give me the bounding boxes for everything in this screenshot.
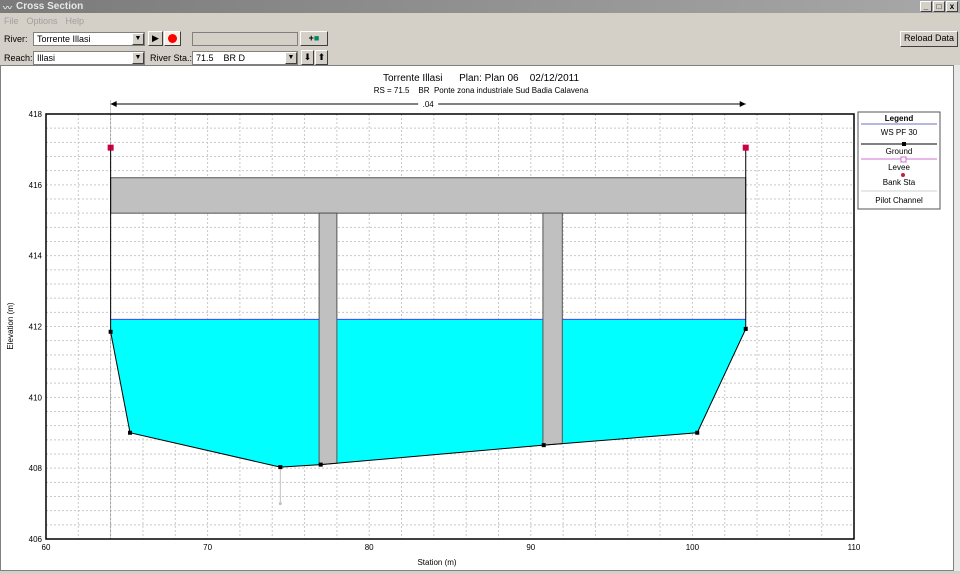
legend-item-bank-sta: Bank Sta: [883, 178, 916, 187]
bridge-deck: [110, 177, 747, 214]
river-label: River:: [4, 34, 28, 44]
add-icon: +: [308, 33, 314, 43]
river-sta-select[interactable]: 71.5 BR D ▼: [192, 51, 298, 65]
x-tick-label: 60: [42, 543, 51, 552]
river-sta-label: River Sta.:: [150, 53, 193, 63]
plot-panel: Torrente Illasi Plan: Plan 06 02/12/2011…: [0, 65, 954, 571]
menu-help[interactable]: Help: [65, 16, 85, 26]
ground-point: [541, 443, 546, 448]
y-tick-label: 408: [29, 464, 43, 473]
record-icon: [168, 34, 177, 43]
river-sta-value: 71.5 BR D: [196, 53, 246, 63]
ground-point: [743, 326, 748, 331]
next-station-button[interactable]: ⬆: [315, 50, 328, 65]
ground-point: [318, 462, 323, 467]
y-tick-label: 414: [29, 252, 43, 261]
y-tick-label: 406: [29, 535, 43, 544]
arrow-left-icon: [110, 101, 117, 107]
minimize-button[interactable]: _: [920, 1, 932, 12]
chevron-down-icon[interactable]: ▼: [285, 52, 297, 64]
record-button[interactable]: [164, 31, 181, 46]
legend-title: Legend: [885, 114, 914, 123]
window-title: Cross Section: [16, 1, 84, 12]
vertical-scrollbar[interactable]: [954, 65, 960, 571]
ground-point: [108, 329, 113, 334]
y-tick-label: 410: [29, 393, 43, 402]
chart-subtitle: RS = 71.5 BR Ponte zona industriale Sud …: [374, 86, 589, 95]
ground-point: [695, 430, 700, 435]
close-button[interactable]: x: [946, 1, 958, 12]
legend-item-pilot: Pilot Channel: [875, 196, 923, 205]
prev-station-button[interactable]: ⬇: [301, 50, 314, 65]
reload-data-button[interactable]: Reload Data: [900, 31, 958, 47]
arrow-up-icon: ⬆: [317, 52, 326, 62]
manning-label: .04: [423, 100, 435, 109]
y-tick-label: 412: [29, 323, 43, 332]
play-button[interactable]: ▶: [148, 31, 163, 46]
x-tick-label: 100: [686, 543, 700, 552]
arrow-down-icon: ⬇: [303, 52, 312, 62]
chevron-down-icon[interactable]: ▼: [132, 52, 144, 64]
x-tick-label: 80: [365, 543, 374, 552]
chart-title: Torrente Illasi Plan: Plan 06 02/12/2011: [383, 73, 579, 84]
y-axis-label: Elevation (m): [6, 302, 15, 349]
maximize-button[interactable]: □: [933, 1, 945, 12]
play-icon: ▶: [152, 33, 159, 43]
legend-marker-ground: [902, 142, 906, 146]
legend-marker-levee: [900, 156, 907, 163]
legend-item-levee: Levee: [888, 163, 910, 172]
bridge-pier: [542, 212, 563, 446]
arrow-right-icon: [739, 101, 746, 107]
bridge-pier: [318, 212, 338, 466]
legend-item-ws: WS PF 30: [881, 128, 918, 137]
legend-marker-bank-sta: [901, 173, 905, 177]
reach-value: Illasi: [37, 53, 56, 63]
levee-marker: [107, 144, 114, 151]
x-axis-label: Station (m): [417, 558, 456, 567]
water-area: [110, 319, 746, 468]
app-icon: 〰: [3, 3, 13, 13]
x-tick-label: 110: [848, 543, 861, 552]
y-tick-label: 416: [29, 181, 43, 190]
camera-icon: ■: [313, 33, 320, 43]
chevron-down-icon[interactable]: ▼: [132, 33, 144, 45]
plot-frame: [45, 113, 855, 540]
menu-options[interactable]: Options: [26, 16, 58, 26]
pilot-channel-point: [278, 502, 282, 506]
x-tick-label: 90: [526, 543, 535, 552]
reach-label: Reach:: [4, 53, 33, 63]
river-value: Torrente Illasi: [37, 34, 91, 44]
y-tick-label: 418: [29, 110, 43, 119]
menu-file[interactable]: File: [4, 16, 19, 26]
plan-field[interactable]: [192, 32, 298, 46]
x-tick-label: 70: [203, 543, 212, 552]
legend-item-ground: Ground: [886, 147, 913, 156]
legend: Legend WS PF 30 Ground Levee Bank Sta Pi…: [857, 111, 941, 210]
add-camera-button[interactable]: +■: [300, 31, 328, 46]
reach-select[interactable]: Illasi ▼: [33, 51, 145, 65]
title-bar: 〰 Cross Section _ □ x: [0, 0, 960, 13]
levee-marker: [742, 144, 749, 151]
cross-section-chart: Torrente Illasi Plan: Plan 06 02/12/2011…: [6, 73, 941, 567]
ground-point: [128, 430, 133, 435]
river-select[interactable]: Torrente Illasi ▼: [33, 32, 145, 46]
menu-bar: File Options Help: [0, 14, 84, 28]
ground-point: [278, 465, 283, 470]
